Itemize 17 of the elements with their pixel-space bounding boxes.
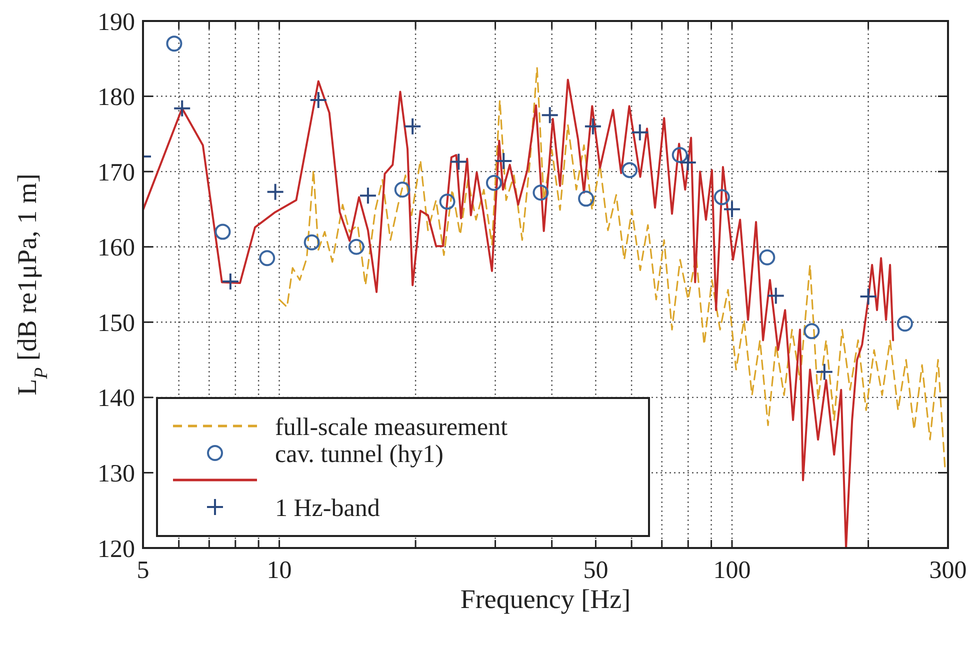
x-tick-label: 5 (136, 557, 150, 584)
y-tick-label: 160 (98, 234, 135, 262)
y-tick-label: 180 (98, 84, 135, 112)
y-tick-label: 170 (98, 159, 135, 186)
legend-label: 1 Hz-band (275, 494, 380, 522)
legend-label: cav. tunnel (hy1) (275, 440, 444, 468)
y-tick-label: 130 (98, 460, 135, 488)
y-tick-label: 120 (98, 536, 135, 563)
legend-label: full-scale measurement (275, 414, 508, 441)
y-tick-label: 150 (98, 310, 135, 337)
x-axis-title: Frequency [Hz] (460, 584, 631, 614)
x-tick-label: 300 (929, 557, 967, 584)
x-tick-label: 50 (583, 557, 608, 584)
x-tick-label: 100 (713, 557, 751, 584)
y-tick-label: 190 (98, 8, 135, 36)
x-tick-label: 10 (266, 557, 292, 584)
y-tick-label: 140 (98, 385, 135, 412)
